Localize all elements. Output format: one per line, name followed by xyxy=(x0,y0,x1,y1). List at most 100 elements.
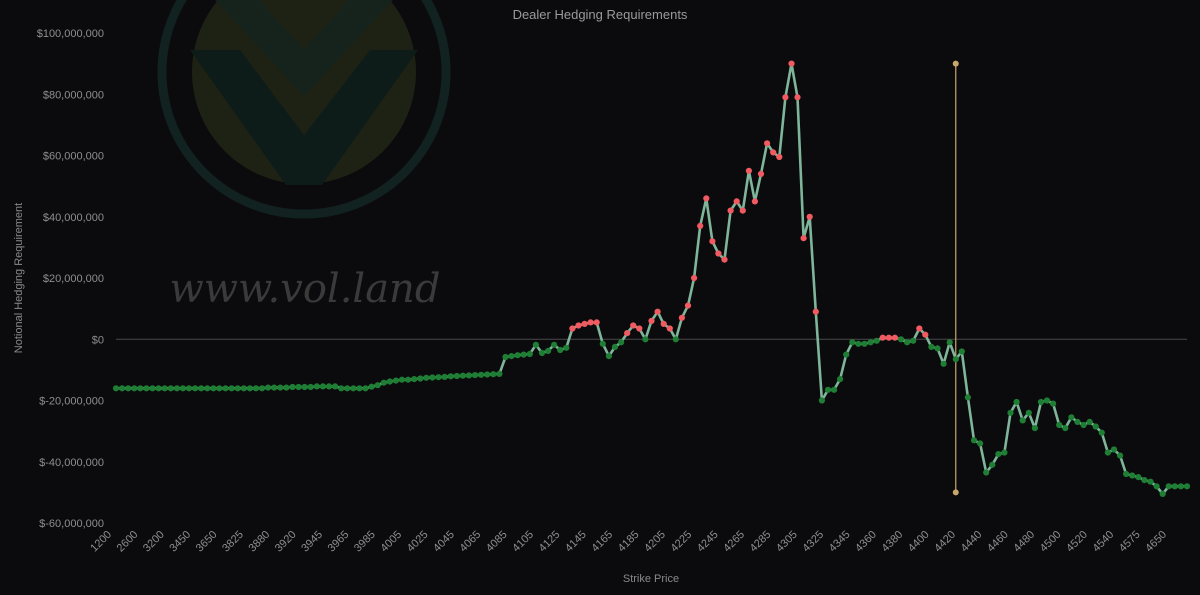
data-point-negative xyxy=(149,385,156,392)
data-point-negative xyxy=(1110,446,1118,453)
data-point-negative xyxy=(1031,425,1038,432)
data-point-negative xyxy=(258,385,266,392)
data-point-negative xyxy=(538,349,546,357)
data-point-negative xyxy=(1062,425,1069,432)
data-point-negative xyxy=(447,373,454,380)
data-point-positive xyxy=(776,153,783,161)
y-tick-label: $-60,000,000 xyxy=(39,518,104,530)
data-point-positive xyxy=(660,320,667,327)
data-point-positive xyxy=(800,235,807,242)
data-point-negative xyxy=(277,384,284,391)
data-point-negative xyxy=(325,383,333,390)
data-point-negative xyxy=(471,372,479,379)
data-point-negative xyxy=(946,339,953,346)
x-tick-label: 4440 xyxy=(959,529,985,555)
data-point-positive xyxy=(922,331,929,338)
x-tick-label: 3965 xyxy=(326,529,352,555)
data-point-negative xyxy=(435,374,442,381)
x-tick-label: 4500 xyxy=(1038,529,1064,555)
data-point-negative xyxy=(192,385,199,392)
data-point-negative xyxy=(465,372,472,379)
data-point-negative xyxy=(344,385,351,392)
data-point-negative xyxy=(1092,423,1099,430)
data-point-negative xyxy=(611,343,619,350)
data-point-negative xyxy=(964,394,972,401)
data-point-negative xyxy=(1129,472,1136,479)
data-point-negative xyxy=(599,340,606,347)
x-tick-label: 4380 xyxy=(880,529,906,555)
data-point-negative xyxy=(185,385,193,392)
data-point-negative xyxy=(173,385,180,392)
x-axis-title: Strike Price xyxy=(623,573,679,585)
data-point-negative xyxy=(1025,409,1032,416)
data-point-negative xyxy=(484,371,491,378)
data-point-negative xyxy=(112,385,120,392)
y-tick-label: $0 xyxy=(92,334,104,346)
data-point-negative xyxy=(119,385,126,392)
watermark-logo xyxy=(157,0,451,219)
data-point-negative xyxy=(1104,449,1111,456)
x-tick-label: 3825 xyxy=(220,529,246,555)
x-tick-label: 3880 xyxy=(247,529,273,555)
data-point-negative xyxy=(989,461,996,468)
marker-top-cap xyxy=(952,60,959,67)
x-tick-label: 4185 xyxy=(616,529,642,555)
data-point-positive xyxy=(703,195,710,202)
data-point-negative xyxy=(356,385,363,392)
data-point-negative xyxy=(441,373,448,380)
data-point-negative xyxy=(514,352,521,359)
data-point-negative xyxy=(295,383,302,391)
x-tick-label: 4325 xyxy=(800,529,826,555)
data-point-negative xyxy=(252,385,260,392)
data-point-positive xyxy=(593,319,600,326)
data-point-positive xyxy=(697,222,704,229)
data-point-positive xyxy=(739,207,746,214)
data-point-negative xyxy=(818,397,826,404)
data-point-positive xyxy=(581,320,588,327)
data-point-positive xyxy=(684,302,692,309)
data-point-negative xyxy=(642,336,649,343)
x-tick-label: 3985 xyxy=(352,529,378,555)
data-point-positive xyxy=(715,250,722,257)
x-tick-label: 4520 xyxy=(1064,529,1090,555)
data-point-positive xyxy=(666,325,673,332)
data-point-negative xyxy=(1019,417,1026,424)
data-point-negative xyxy=(265,384,272,391)
data-point-positive xyxy=(575,322,582,329)
data-point-positive xyxy=(569,325,576,332)
marker-bottom-cap xyxy=(952,489,959,496)
x-tick-label: 4205 xyxy=(642,529,668,555)
data-point-positive xyxy=(812,308,819,315)
data-point-negative xyxy=(1123,470,1130,478)
x-tick-label: 4360 xyxy=(853,529,879,555)
data-point-negative xyxy=(867,339,874,346)
x-axis: 1200 2600 3200 3450 3650 3825 3880 3920 3945 3965… xyxy=(88,529,1169,555)
data-point-positive xyxy=(751,198,759,205)
data-point-negative xyxy=(1086,418,1093,425)
data-point-positive xyxy=(806,213,813,220)
x-tick-label: 3200 xyxy=(141,529,167,555)
data-point-negative xyxy=(453,372,460,380)
data-point-positive xyxy=(891,334,899,341)
current-price-marker xyxy=(952,60,959,496)
data-point-negative xyxy=(1171,483,1178,490)
data-point-negative xyxy=(283,384,290,391)
data-point-negative xyxy=(1056,421,1063,429)
x-tick-label: 3920 xyxy=(273,529,299,555)
data-point-negative xyxy=(271,384,278,391)
data-point-negative xyxy=(1050,400,1057,407)
data-point-negative xyxy=(179,385,186,392)
data-point-negative xyxy=(1177,483,1184,490)
data-point-negative xyxy=(405,376,412,383)
data-point-negative xyxy=(995,451,1002,458)
x-tick-label: 4065 xyxy=(458,529,484,555)
data-point-negative xyxy=(861,340,868,347)
data-point-positive xyxy=(709,238,716,245)
data-point-positive xyxy=(636,325,643,332)
data-point-negative xyxy=(240,385,247,392)
data-point-negative xyxy=(551,341,558,348)
data-point-positive xyxy=(678,314,686,321)
y-axis: $100,000,000 $80,000,000 $60,000,000 $40,00… xyxy=(37,28,104,530)
data-point-negative xyxy=(849,339,856,346)
